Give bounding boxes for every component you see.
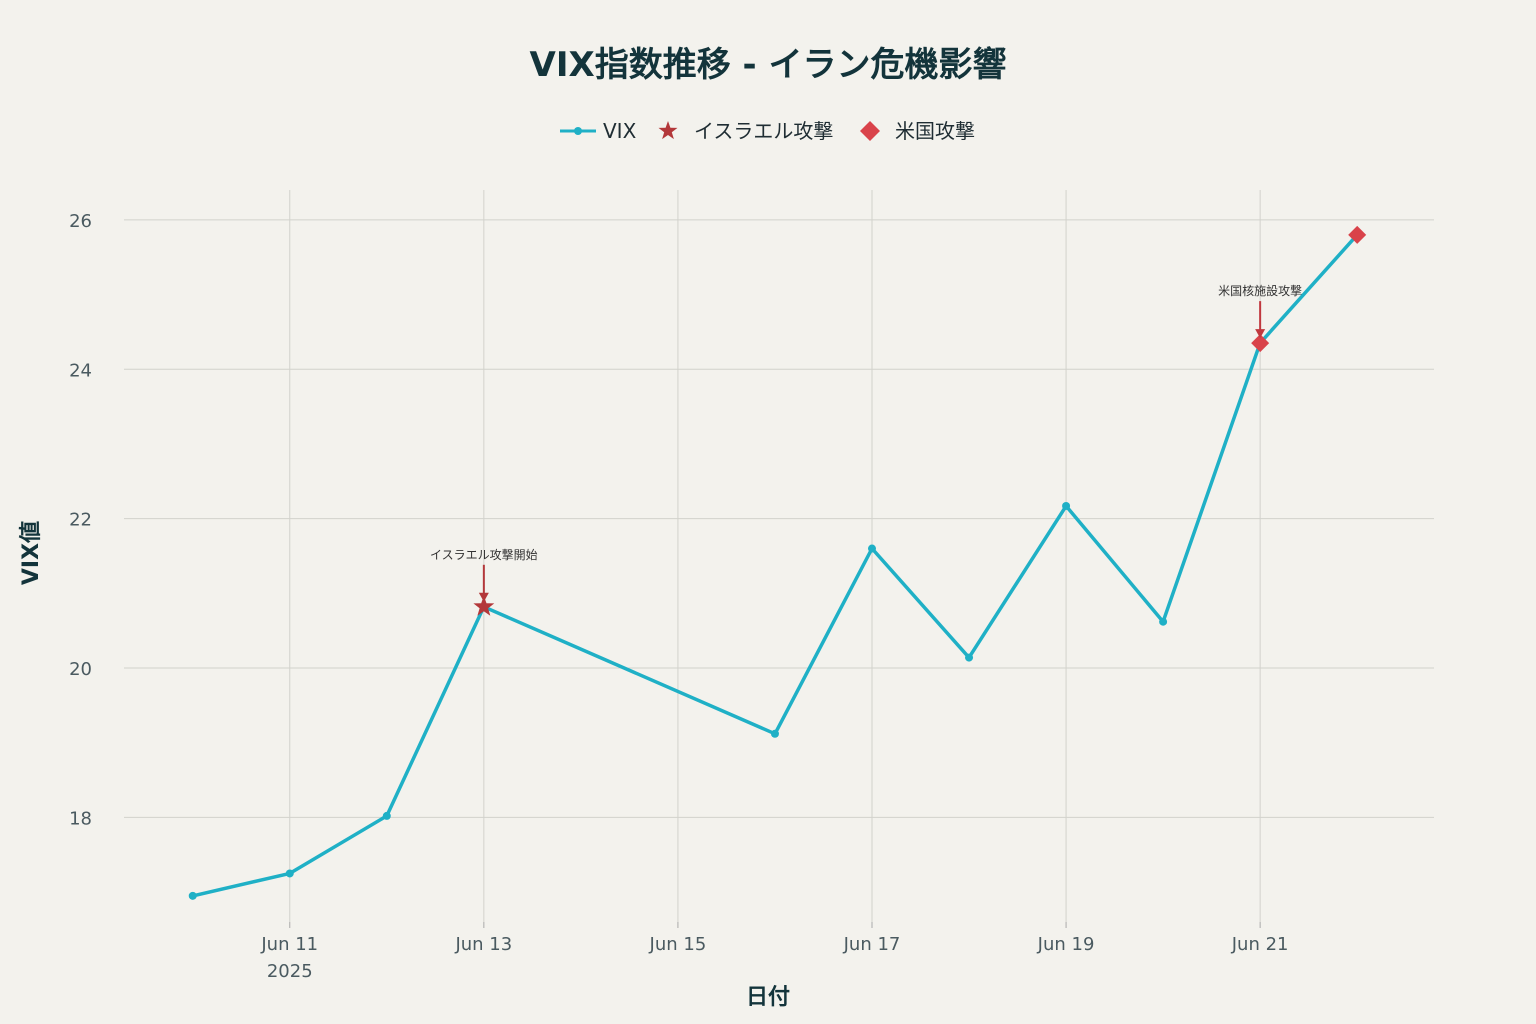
chart-title: VIX指数推移 - イラン危機影響 xyxy=(530,45,1007,85)
y-axis-ticks: 18 20 22 24 26 xyxy=(69,211,92,830)
x-tick-label: Jun 17 xyxy=(843,934,901,955)
vix-data-point xyxy=(1159,617,1168,626)
x-tick-label: Jun 11 xyxy=(260,934,318,955)
legend-israel-label: イスラエル攻撃 xyxy=(694,119,833,143)
us-attack-diamond-marker xyxy=(1251,334,1270,353)
vix-data-point xyxy=(867,544,876,553)
event-markers xyxy=(473,225,1367,616)
series-vix xyxy=(188,230,1362,900)
vix-data-point xyxy=(382,811,391,820)
x-tick-label: Jun 19 xyxy=(1037,934,1095,955)
annotation-label: 米国核施設攻撃 xyxy=(1218,283,1302,298)
legend-us-label: 米国攻撃 xyxy=(895,119,975,143)
legend-star-icon xyxy=(658,121,678,140)
y-axis-title: VIX値 xyxy=(19,521,44,585)
y-tick-label: 26 xyxy=(69,211,92,232)
us-attack-diamond-marker xyxy=(1348,225,1367,244)
x-tick-label: Jun 15 xyxy=(649,934,707,955)
vix-series-line xyxy=(192,233,1359,898)
israel-attack-star-marker xyxy=(473,595,495,616)
vix-data-point xyxy=(770,729,779,738)
vix-data-point xyxy=(285,869,294,878)
vix-data-point xyxy=(188,891,197,900)
vix-data-point xyxy=(965,653,974,662)
y-tick-label: 22 xyxy=(69,510,92,531)
grid xyxy=(124,190,1434,928)
annotations: イスラエル攻撃開始 米国核施設攻撃 xyxy=(430,283,1302,602)
legend-vix-dot xyxy=(574,127,582,135)
x-tick-year-label: 2025 xyxy=(267,961,313,982)
x-tick-label: Jun 13 xyxy=(454,934,512,955)
legend-diamond-icon xyxy=(860,121,880,141)
legend-vix-label: VIX xyxy=(603,119,637,143)
annotation-label: イスラエル攻撃開始 xyxy=(430,547,538,562)
x-axis-title: 日付 xyxy=(746,985,790,1010)
legend-item-israel-attack[interactable]: イスラエル攻撃 xyxy=(658,119,834,143)
legend-item-vix[interactable]: VIX xyxy=(560,119,637,143)
y-tick-label: 24 xyxy=(69,360,92,381)
x-tick-label: Jun 21 xyxy=(1231,934,1289,955)
legend: VIX イスラエル攻撃 米国攻撃 xyxy=(560,119,975,143)
annotation-arrow-head xyxy=(478,592,489,602)
y-tick-label: 18 xyxy=(69,808,92,829)
x-axis-ticks: Jun 11 2025 Jun 13 Jun 15 Jun 17 Jun 19 Jun 21 xyxy=(260,934,1288,982)
annotation-arrow-head xyxy=(1255,329,1266,339)
vix-data-point xyxy=(1062,501,1071,510)
y-tick-label: 20 xyxy=(69,659,92,680)
legend-item-us-attack[interactable]: 米国攻撃 xyxy=(860,119,975,143)
